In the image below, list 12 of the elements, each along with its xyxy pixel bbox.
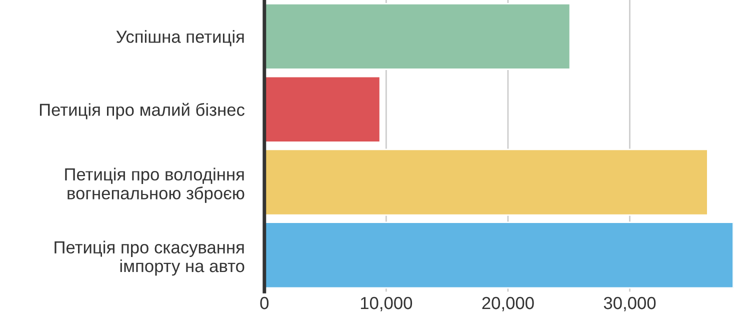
y-tick-label: Петиція про володіння вогнепальною зброєю [65, 168, 244, 203]
x-tick-label: 0 [260, 296, 269, 310]
bar [264, 76, 381, 143]
x-tick-label: 30,000 [604, 296, 656, 312]
x-tick-label: 20,000 [482, 296, 534, 312]
bar [264, 148, 708, 216]
x-tick-label: 10,000 [360, 296, 412, 312]
y-tick-label: Успішна петиція [116, 30, 244, 46]
y-tick-label: Петиція про малий бізнес [40, 102, 244, 120]
bar [264, 222, 734, 289]
bar [264, 2, 571, 70]
y-tick-label: Петиція про скасування імпорту на авто [54, 240, 244, 276]
